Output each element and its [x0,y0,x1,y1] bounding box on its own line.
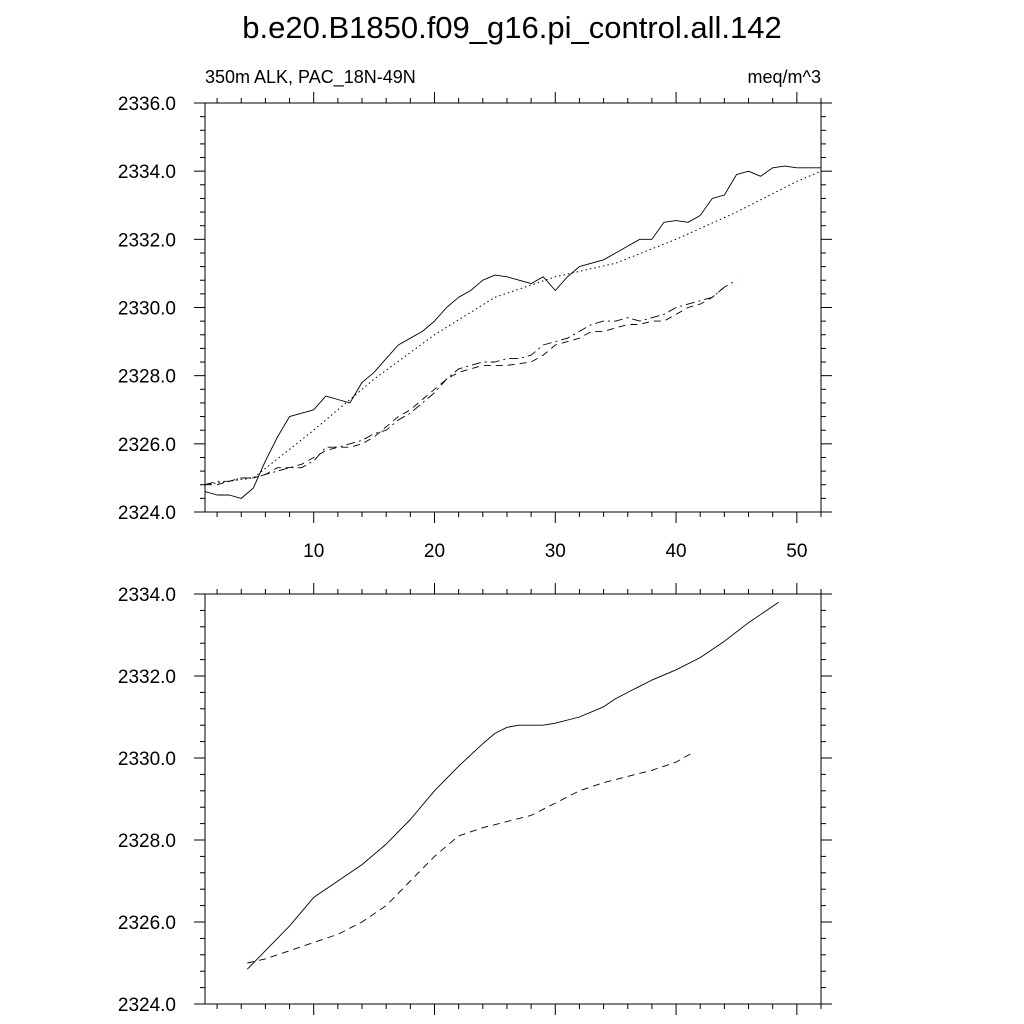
top-panel: 10 20 30 40 50 2324.0 2326.0 2328.0 2330.0 2332.0… [118,92,832,562]
y-tick-label: 2324.0 [118,503,176,524]
x-tick-label: 10 [303,541,324,562]
y-tick-label: 2330.0 [118,299,176,320]
plot-frame [204,593,822,1005]
y-tick-label: 2334.0 [118,162,176,183]
x-tick-label: 30 [545,541,566,562]
y-tick-label: 2332.0 [118,230,176,251]
y-tick-label: 2324.0 [118,995,176,1016]
units-subtitle: meq/m^3 [748,67,821,87]
y-tick-label: 2328.0 [118,367,176,388]
region-subtitle: 350m ALK, PAC_18N-49N [205,67,416,88]
y-tick-label: 2326.0 [118,913,176,934]
series-line-solid [246,601,779,970]
y-tick-label: 2332.0 [118,667,176,688]
series-line-dashdot [204,279,737,486]
series-line-solid [204,165,821,499]
figure-title: b.e20.B1850.f09_g16.pi_control.all.142 [242,10,782,45]
series-line-dashed [247,751,695,964]
series-line-dotted [204,170,822,486]
plot-frame [204,102,822,513]
x-tick-label: 50 [786,541,807,562]
x-tick-label: 40 [665,541,686,562]
x-tick-label: 20 [424,541,445,562]
bottom-panel: 2324.0 2326.0 2328.0 2330.0 2332.0 2334.0 [118,583,832,1016]
y-tick-label: 2328.0 [118,831,176,852]
y-tick-label: 2326.0 [118,435,176,456]
y-tick-label: 2336.0 [118,94,176,115]
y-tick-label: 2334.0 [118,585,176,606]
y-tick-label: 2330.0 [118,749,176,770]
series-line-dashed [205,286,725,486]
